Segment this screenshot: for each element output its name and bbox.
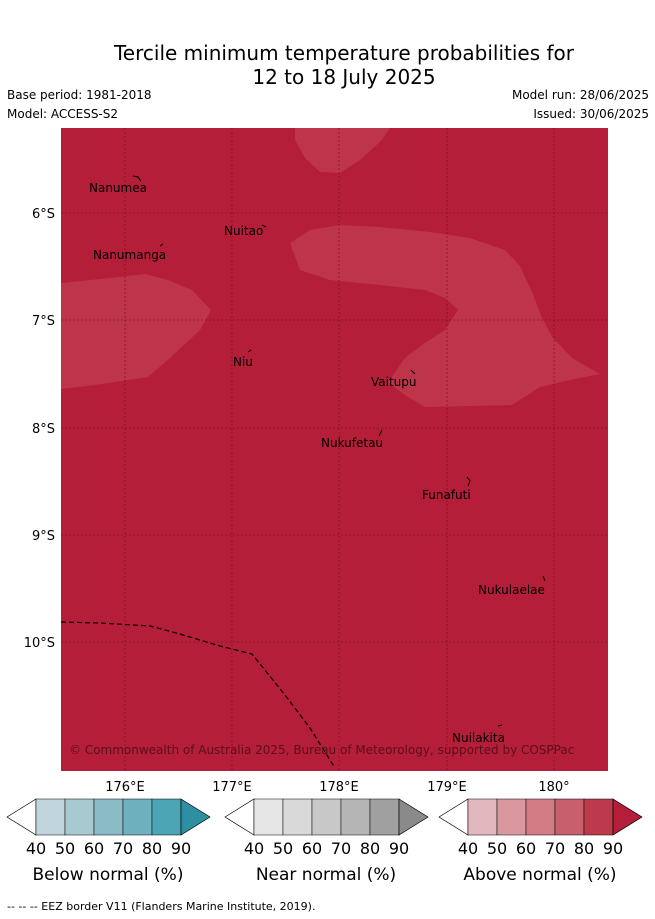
legend-below-tick: 50 [55, 839, 75, 858]
lighter-region-central [290, 225, 600, 407]
nukulaelae-outline [542, 575, 546, 582]
legend-below-label: Below normal (%) [33, 865, 184, 885]
title-line-2: 12 to 18 July 2025 [252, 65, 436, 89]
nuilakita-outline [497, 724, 503, 727]
legend-below-swatch [6, 798, 37, 836]
island-label-nukufetau: Nukufetau [321, 436, 383, 450]
legend-above-tick: 50 [487, 839, 507, 858]
legend-below-tick: 70 [113, 839, 133, 858]
eez-footnote: -- -- -- EEZ border V11 (Flanders Marine… [7, 900, 316, 913]
island-label-vaitupu: Vaitupu [371, 375, 417, 389]
lon-tick: 177°E [212, 780, 252, 795]
nanumea-outline [132, 175, 142, 182]
legend-above-swatch [583, 798, 614, 836]
island-label-nukulaelae: Nukulaelae [478, 583, 545, 597]
legend-near-label: Near normal (%) [256, 865, 396, 885]
lighter-region-north [295, 128, 390, 173]
title-line-1: Tercile minimum temperature probabilitie… [113, 41, 575, 65]
island-outlines [132, 175, 546, 727]
nuitao-outline [261, 224, 267, 228]
legend-above-tick: 70 [545, 839, 565, 858]
niu-outline [247, 349, 252, 353]
legend-near-swatch [311, 798, 342, 836]
island-label-nuitao: Nuitao [224, 224, 263, 238]
legend-below-swatch [122, 798, 153, 836]
legend-below-tick: 90 [171, 839, 191, 858]
nukufetau-outline [378, 429, 383, 437]
island-label-nanumea: Nanumea [89, 181, 147, 195]
legend-above-swatch [496, 798, 527, 836]
legend-near-swatch [398, 798, 429, 836]
legend-near-tick: 40 [244, 839, 264, 858]
lon-tick: 176°E [105, 780, 145, 795]
legend-above-normal: 40 50 60 70 80 90 Above normal (%) [438, 798, 643, 885]
map-title: Tercile minimum temperature probabilitie… [0, 41, 655, 89]
lat-tick: 9°S [32, 529, 55, 544]
island-label-funafuti: Funafuti [422, 488, 471, 502]
legend-near-swatch [224, 798, 255, 836]
legend-below-swatch [93, 798, 124, 836]
island-label-nanumanga: Nanumanga [93, 248, 166, 262]
lat-tick: 7°S [32, 314, 55, 329]
legend-below-normal: 40 50 60 70 80 90 Below normal (%) [6, 798, 211, 885]
legend-below-swatch [35, 798, 66, 836]
legend-near-tick: 70 [331, 839, 351, 858]
eez-border [61, 621, 336, 769]
lat-tick: 10°S [24, 636, 55, 651]
legend-above-swatch [438, 798, 469, 836]
lon-tick: 180° [538, 780, 569, 795]
legend-above-swatch [612, 798, 643, 836]
legend-above-tick: 40 [458, 839, 478, 858]
legend-near-tick: 60 [302, 839, 322, 858]
legend-above-label: Above normal (%) [463, 865, 616, 885]
island-label-niu: Niu [233, 355, 253, 369]
legend-above-swatch [467, 798, 498, 836]
graticule [61, 128, 608, 771]
legend-below-swatch [64, 798, 95, 836]
lighter-region-west [61, 274, 211, 389]
legend-below-swatch [180, 798, 211, 836]
model-run: Model run: 28/06/2025 [511, 88, 649, 102]
vaitupu-outline [410, 369, 416, 375]
lat-tick: 8°S [32, 422, 55, 437]
legend-near-swatch [340, 798, 371, 836]
legend-near-tick: 80 [360, 839, 380, 858]
legend-above-swatch [525, 798, 556, 836]
lat-tick: 6°S [32, 207, 55, 222]
legend-near-normal: 40 50 60 70 80 90 Near normal (%) [224, 798, 429, 885]
nanumanga-outline [159, 243, 164, 247]
legend-near-swatch [253, 798, 284, 836]
legend-near-tick: 90 [389, 839, 409, 858]
lon-tick: 179°E [427, 780, 467, 795]
legend-below-swatch [151, 798, 182, 836]
legend-above-tick: 90 [603, 839, 623, 858]
funafuti-outline [466, 476, 471, 487]
copyright-notice: © Commonwealth of Australia 2025, Bureau… [69, 743, 574, 757]
legend-below-tick: 80 [142, 839, 162, 858]
legend-above-swatch [554, 798, 585, 836]
legend-below-tick: 60 [84, 839, 104, 858]
legend-near-swatch [369, 798, 400, 836]
legend-above-tick: 60 [516, 839, 536, 858]
legend-below-tick: 40 [26, 839, 46, 858]
legend-above-tick: 80 [574, 839, 594, 858]
island-label-nuilakita: Nuilakita [452, 731, 505, 745]
base-period: Base period: 1981-2018 [7, 88, 152, 102]
lon-tick: 178°E [319, 780, 359, 795]
legend-near-tick: 50 [273, 839, 293, 858]
model-name: Model: ACCESS-S2 [7, 107, 119, 121]
legend-near-swatch [282, 798, 313, 836]
issued-date: Issued: 30/06/2025 [533, 107, 649, 121]
